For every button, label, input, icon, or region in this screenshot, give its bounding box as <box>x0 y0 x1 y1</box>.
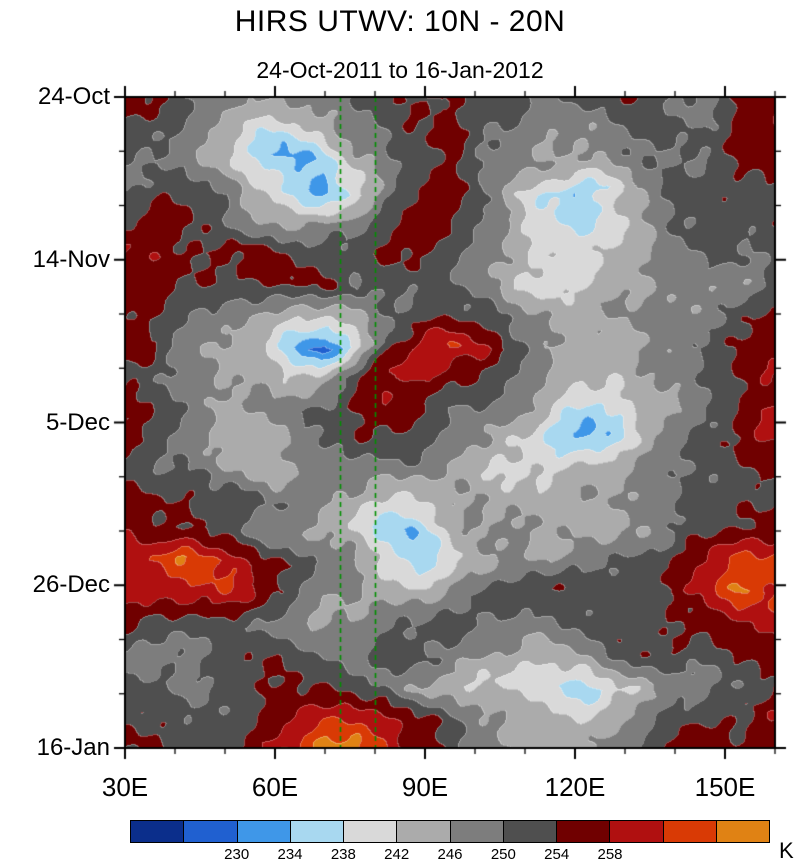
colorbar-cell <box>184 821 238 842</box>
x-axis-label: 90E <box>401 772 449 802</box>
colorbar-tick-label: 246 <box>437 846 463 863</box>
x-axis-label: 150E <box>694 772 756 802</box>
colorbar-cell <box>131 821 185 842</box>
x-axis-label: 30E <box>101 772 149 802</box>
colorbar-cell <box>397 821 451 842</box>
y-axis-label: 14-Nov <box>32 245 110 273</box>
colorbar-cell <box>557 821 611 842</box>
colorbar-cell <box>290 821 344 842</box>
y-axis-label: 24-Oct <box>37 83 110 110</box>
colorbar-tick-label: 230 <box>224 846 250 863</box>
colorbar-tick-label: 250 <box>490 846 516 863</box>
y-axis-label: 5-Dec <box>45 408 110 436</box>
colorbar-cell <box>663 821 717 842</box>
colorbar-tick-label: 258 <box>597 846 623 863</box>
x-axis-label: 60E <box>251 772 299 802</box>
y-axis-label: 16-Jan <box>36 734 110 761</box>
colorbar-cell <box>450 821 504 842</box>
colorbar-tick-label: 254 <box>544 846 570 863</box>
colorbar-tick-label: 242 <box>384 846 410 863</box>
colorbar-cell <box>503 821 557 842</box>
colorbar <box>130 820 770 843</box>
colorbar-cell <box>716 821 769 842</box>
colorbar-tick-label: 234 <box>277 846 303 863</box>
colorbar-tick-label: 238 <box>330 846 356 863</box>
colorbar-cell <box>237 821 291 842</box>
y-axis-label: 26-Dec <box>32 571 110 599</box>
colorbar-cell <box>610 821 664 842</box>
x-axis-label: 120E <box>544 772 606 802</box>
colorbar-unit-label: K <box>779 838 794 863</box>
colorbar-cell <box>344 821 398 842</box>
